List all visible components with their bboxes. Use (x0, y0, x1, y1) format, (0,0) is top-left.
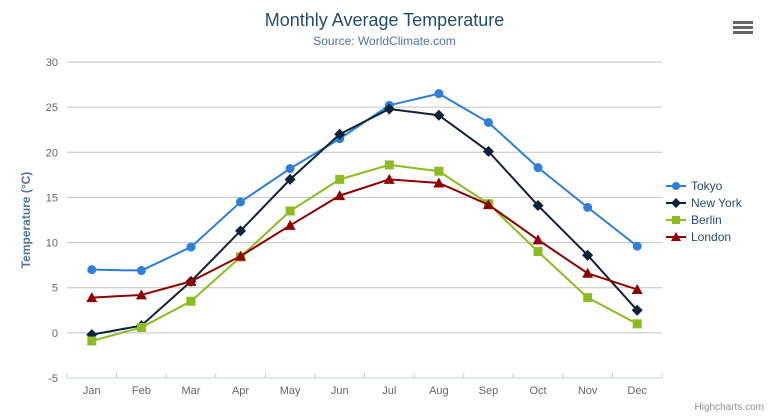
series-london[interactable] (86, 173, 643, 303)
series-line-london[interactable] (90, 178, 639, 299)
diamond-marker[interactable] (631, 304, 643, 316)
legend-square-marker-icon (666, 215, 686, 224)
diamond-marker[interactable] (235, 225, 247, 237)
triangle-marker[interactable] (185, 275, 197, 286)
context-menu-button[interactable] (732, 20, 754, 36)
y-tick-label: 10 (46, 238, 58, 250)
square-marker[interactable] (335, 174, 345, 184)
legend-circle-marker-icon (666, 181, 686, 190)
legend-label-new-york: New York (691, 195, 742, 210)
diamond-marker (671, 197, 681, 208)
triangle-marker[interactable] (383, 173, 395, 184)
series-line-new-york[interactable] (90, 107, 639, 336)
x-tick-label: Jul (382, 385, 396, 397)
square-marker[interactable] (533, 247, 543, 257)
triangle-marker[interactable] (631, 284, 643, 295)
circle-marker[interactable] (136, 266, 146, 276)
legend-label-tokyo: Tokyo (691, 178, 723, 193)
x-tick-label: Sep (479, 385, 499, 397)
square-marker[interactable] (136, 322, 146, 332)
x-tick-label: Feb (132, 385, 151, 397)
series-new-york[interactable] (86, 103, 643, 341)
triangle-marker[interactable] (482, 199, 494, 210)
x-tick-label: Nov (578, 385, 598, 397)
legend-label-berlin: Berlin (691, 212, 722, 227)
hamburger-icon (733, 26, 753, 29)
diamond-marker[interactable] (383, 103, 395, 115)
circle-marker[interactable] (632, 241, 642, 251)
circle-marker[interactable] (285, 164, 295, 174)
legend-label-london: London (691, 229, 732, 244)
x-tick-label: Apr (232, 385, 249, 397)
square-marker[interactable] (384, 160, 394, 170)
x-tick-label: Oct (529, 385, 546, 397)
x-tick-label: Jan (83, 385, 101, 397)
circle-marker[interactable] (87, 265, 97, 275)
legend-diamond-marker-icon (666, 197, 686, 208)
triangle-marker[interactable] (433, 177, 445, 188)
circle-marker[interactable] (186, 242, 196, 252)
y-tick-label: -5 (48, 373, 58, 385)
legend: Tokyo New York Berlin London (666, 177, 742, 245)
legend-item-new-york[interactable]: New York (666, 194, 742, 211)
y-tick-label: 0 (52, 328, 58, 340)
triangle-marker[interactable] (86, 292, 98, 303)
square-marker[interactable] (87, 336, 97, 346)
highcharts-credit-link[interactable]: Highcharts.com (694, 402, 764, 413)
y-tick-label: 30 (46, 57, 58, 69)
series-line-tokyo[interactable] (90, 92, 639, 272)
x-tick-label: May (280, 385, 301, 397)
triangle-marker[interactable] (135, 289, 147, 300)
hamburger-icon (733, 21, 753, 24)
triangle-marker[interactable] (532, 234, 544, 245)
x-tick-label: Dec (627, 385, 647, 397)
square-marker[interactable] (434, 166, 444, 176)
chart-subtitle: Source: WorldClimate.com (313, 34, 456, 48)
circle-marker[interactable] (583, 202, 593, 212)
y-tick-label: 25 (46, 102, 58, 114)
circle-marker[interactable] (533, 163, 543, 173)
diamond-marker[interactable] (532, 200, 544, 212)
square-marker[interactable] (186, 296, 196, 306)
x-tick-label: Aug (429, 385, 449, 397)
triangle-marker (671, 231, 681, 241)
circle-marker (672, 181, 680, 190)
circle-marker[interactable] (434, 89, 444, 99)
legend-item-berlin[interactable]: Berlin (666, 211, 742, 228)
square-marker (672, 215, 680, 224)
y-axis-title: Temperature (°C) (19, 171, 33, 269)
diamond-marker[interactable] (433, 109, 445, 121)
diamond-marker[interactable] (334, 128, 346, 140)
legend-item-london[interactable]: London (666, 228, 742, 245)
chart-title: Monthly Average Temperature (264, 10, 505, 30)
y-tick-label: 15 (46, 192, 58, 204)
y-tick-label: 5 (52, 283, 58, 295)
hamburger-icon (733, 31, 753, 34)
series-line-berlin[interactable] (90, 163, 639, 342)
series-tokyo[interactable] (87, 89, 642, 276)
triangle-marker[interactable] (334, 190, 346, 201)
x-tick-label: Mar (181, 385, 200, 397)
square-marker[interactable] (583, 293, 593, 303)
triangle-marker[interactable] (284, 219, 296, 230)
circle-marker[interactable] (483, 117, 493, 127)
triangle-marker[interactable] (235, 250, 247, 261)
circle-marker[interactable] (236, 197, 246, 207)
diamond-marker[interactable] (482, 145, 494, 157)
diamond-marker[interactable] (284, 173, 296, 185)
triangle-marker[interactable] (582, 267, 594, 278)
square-marker[interactable] (632, 319, 642, 329)
x-tick-label: Jun (331, 385, 349, 397)
y-tick-label: 20 (46, 147, 58, 159)
diamond-marker[interactable] (582, 249, 594, 261)
square-marker[interactable] (285, 206, 295, 216)
legend-triangle-marker-icon (666, 231, 686, 241)
legend-item-tokyo[interactable]: Tokyo (666, 177, 742, 194)
